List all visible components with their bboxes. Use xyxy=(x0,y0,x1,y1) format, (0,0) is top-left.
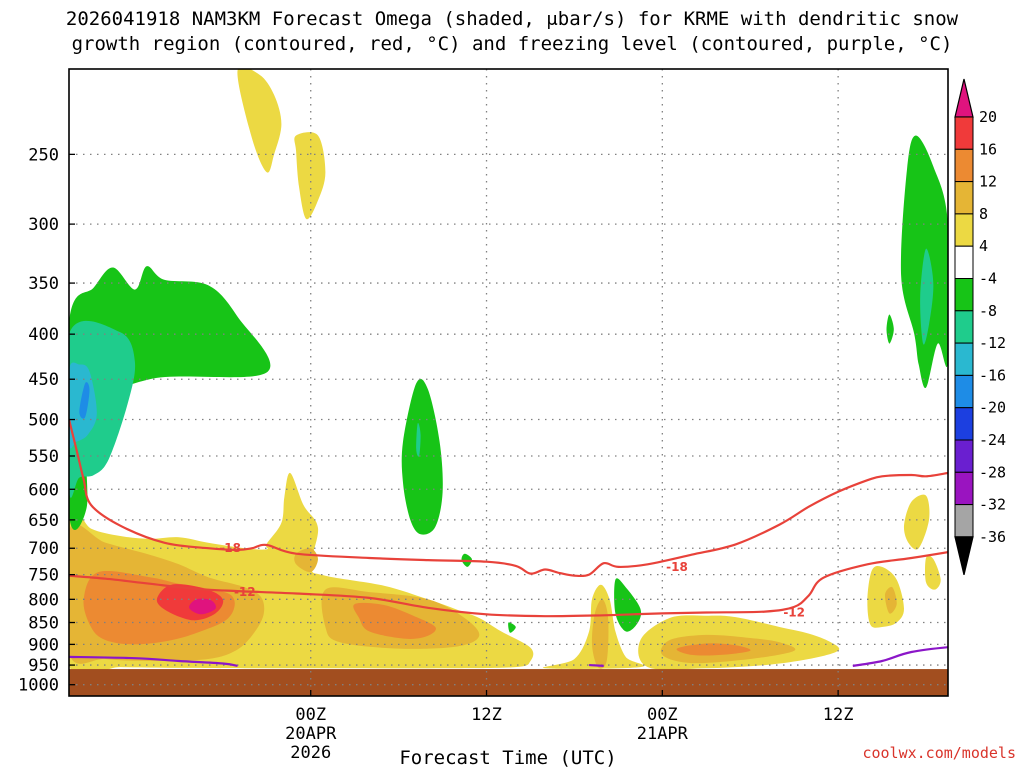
omega-rising-region-9 xyxy=(591,599,609,669)
y-axis-ticks: 2503003504004505005506006507007508008509… xyxy=(18,145,75,696)
freezing-level-contour-2 xyxy=(852,646,948,667)
colorbar-label: -32 xyxy=(979,496,1006,514)
dgz-contour--12 xyxy=(69,550,948,618)
credit-link[interactable]: coolwx.com/models xyxy=(862,744,1016,762)
plot-area: -18-12-18-12-18-12 xyxy=(69,69,1024,696)
colorbar-band xyxy=(954,439,974,473)
y-tick-label: 250 xyxy=(28,145,59,165)
ground-layer xyxy=(69,669,948,696)
omega-rising-region-18 xyxy=(974,590,990,619)
y-tick-label: 900 xyxy=(28,635,59,655)
colorbar: 20 16 12 8 4 -4 -8 -12 -16 -20 -24 -28 -32 -36 xyxy=(954,78,1006,576)
y-tick-label: 800 xyxy=(28,590,59,610)
contour-layer: -18-12-18-12-18-12 xyxy=(69,419,948,667)
colorbar-label: 20 xyxy=(979,108,997,126)
omega-sinking-region-5 xyxy=(79,382,90,419)
omega-rising-region-7 xyxy=(189,598,217,615)
omega-sinking-region-9 xyxy=(508,622,516,633)
y-tick-label: 750 xyxy=(28,566,59,586)
dgz-contour-label: -12 xyxy=(234,585,256,599)
y-tick-label: 1000 xyxy=(18,676,59,696)
colorbar-band xyxy=(954,407,974,441)
y-tick-label: 850 xyxy=(28,614,59,634)
x-axis-label: Forecast Time (UTC) xyxy=(399,747,616,768)
y-tick-label: 600 xyxy=(28,480,59,500)
colorbar-label: -8 xyxy=(979,302,997,320)
omega-rising-region-15 xyxy=(903,494,930,550)
colorbar-label: -12 xyxy=(979,334,1006,352)
x-tick-label: 00Z xyxy=(295,705,326,725)
colorbar-bottom-arrow xyxy=(954,536,974,576)
omega-sinking-region-6 xyxy=(401,378,443,535)
dgz-contour--18 xyxy=(69,419,948,578)
colorbar-band xyxy=(954,181,974,215)
omega-sinking-region-1 xyxy=(294,132,326,220)
y-tick-label: 400 xyxy=(28,325,59,345)
y-tick-label: 950 xyxy=(28,656,59,676)
omega-sinking-region-12 xyxy=(920,248,934,345)
dgz-contour-label: -18 xyxy=(219,541,241,555)
colorbar-band xyxy=(954,245,974,279)
x-tick-label: 2026 xyxy=(290,743,331,763)
omega-rising-region-5 xyxy=(353,602,436,639)
x-tick-label: 20APR xyxy=(285,724,337,744)
freezing-level-contour-1 xyxy=(589,663,604,667)
colorbar-band xyxy=(954,342,974,376)
colorbar-label: -4 xyxy=(979,270,997,288)
plot-frame xyxy=(68,68,949,697)
colorbar-label: -24 xyxy=(979,431,1006,449)
colorbar-band xyxy=(954,310,974,344)
colorbar-band xyxy=(954,116,974,150)
chart-title-line1: 2026041918 NAM3KM Forecast Omega (shaded… xyxy=(66,8,959,30)
y-tick-label: 300 xyxy=(28,215,59,235)
x-tick-label: 21APR xyxy=(637,724,689,744)
colorbar-band xyxy=(954,374,974,409)
dgz-contour-label: -12 xyxy=(783,605,805,619)
omega-rising-region-12 xyxy=(676,643,751,656)
colorbar-band xyxy=(954,148,974,183)
omega-sinking-region-10 xyxy=(614,578,642,632)
colorbar-label: -36 xyxy=(979,528,1006,546)
chart-title-line2: growth region (contoured, red, °C) and f… xyxy=(72,33,953,55)
omega-sinking-region-7 xyxy=(416,422,421,457)
y-tick-label: 550 xyxy=(28,447,59,467)
x-tick-label: 12Z xyxy=(471,705,502,725)
colorbar-band xyxy=(954,504,974,538)
omega-rising-region-14 xyxy=(884,586,897,614)
omega-rising-region-17 xyxy=(958,578,1003,627)
colorbar-label: 16 xyxy=(979,140,997,158)
freezing-level-contour-0 xyxy=(69,655,238,667)
x-tick-label: 00Z xyxy=(647,705,678,725)
colorbar-top-arrow xyxy=(954,78,974,118)
y-tick-label: 500 xyxy=(28,411,59,431)
omega-sinking-region-13 xyxy=(886,314,894,344)
y-tick-label: 350 xyxy=(28,274,59,294)
omega-rising-region-16 xyxy=(925,555,941,590)
colorbar-label: 4 xyxy=(979,237,988,255)
ground-mask xyxy=(69,669,948,696)
omega-shading-layer xyxy=(69,69,1024,677)
omega-low-region-0 xyxy=(972,646,1024,668)
dgz-contour-label: -18 xyxy=(666,560,688,574)
x-tick-label: 12Z xyxy=(823,705,854,725)
colorbar-label: 8 xyxy=(979,205,988,223)
colorbar-label: -20 xyxy=(979,399,1006,417)
colorbar-label: -16 xyxy=(979,366,1006,384)
colorbar-band xyxy=(954,278,974,312)
colorbar-band xyxy=(954,471,974,506)
y-tick-label: 450 xyxy=(28,370,59,390)
colorbar-label: -28 xyxy=(979,463,1006,481)
omega-sinking-region-3 xyxy=(69,321,136,498)
colorbar-label: 12 xyxy=(979,173,997,191)
colorbar-band xyxy=(954,213,974,247)
y-tick-label: 650 xyxy=(28,511,59,531)
omega-sinking-region-0 xyxy=(237,69,282,173)
y-tick-label: 700 xyxy=(28,539,59,559)
